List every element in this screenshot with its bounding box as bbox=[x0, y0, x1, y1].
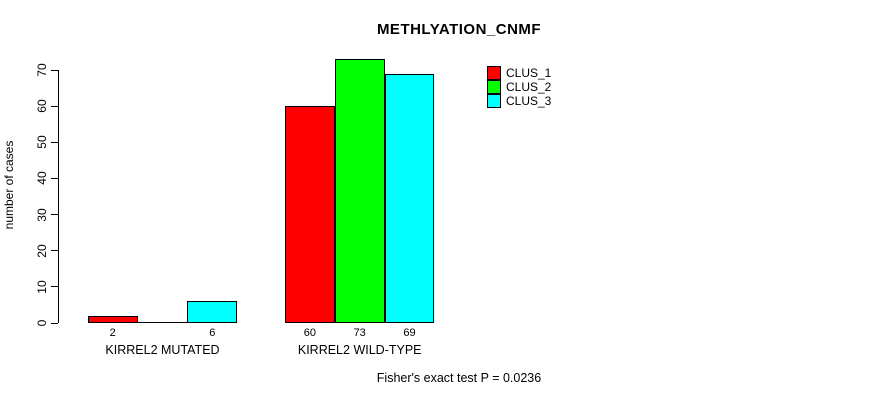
legend-item-clus-2: CLUS_2 bbox=[487, 80, 551, 94]
bar-clus-1-group-2 bbox=[285, 106, 335, 323]
y-axis-tick bbox=[51, 105, 58, 107]
legend-item-clus-3: CLUS_3 bbox=[487, 94, 551, 108]
y-axis-tick bbox=[51, 214, 58, 216]
y-axis-tick-label: 30 bbox=[35, 207, 49, 222]
y-axis-tick bbox=[51, 286, 58, 288]
y-axis-tick-label: 40 bbox=[35, 171, 49, 186]
chart-title: METHLYATION_CNMF bbox=[376, 21, 542, 38]
legend: CLUS_1 CLUS_2 CLUS_3 bbox=[487, 66, 551, 108]
y-axis-tick bbox=[51, 250, 58, 252]
bar-value-clus-3-group-2: 69 bbox=[403, 327, 416, 339]
y-axis-tick-label: 10 bbox=[35, 280, 49, 294]
bar-clus-3-group-1 bbox=[187, 301, 238, 323]
bar-value-clus-1-group-2: 60 bbox=[303, 327, 317, 339]
legend-item-clus-1: CLUS_1 bbox=[487, 66, 551, 80]
bar-value-clus-3-group-1: 6 bbox=[209, 327, 216, 339]
legend-label-clus-1: CLUS_1 bbox=[506, 66, 552, 80]
y-axis-tick bbox=[51, 177, 58, 179]
y-axis-tick bbox=[51, 141, 58, 143]
y-axis-tick-label: 70 bbox=[35, 63, 49, 77]
legend-label-clus-2: CLUS_2 bbox=[506, 80, 552, 94]
y-axis-tick bbox=[51, 69, 58, 71]
statistical-test-annotation: Fisher's exact test P = 0.0236 bbox=[376, 371, 542, 385]
bar-clus-3-group-2 bbox=[384, 73, 435, 323]
bar-clus-1-group-1 bbox=[87, 315, 138, 323]
y-axis-title: number of cases bbox=[2, 140, 16, 230]
y-axis-tick-label: 60 bbox=[35, 99, 49, 113]
legend-swatch-clus-1 bbox=[487, 66, 501, 80]
y-axis-tick bbox=[51, 322, 58, 324]
y-axis-tick-label: 0 bbox=[35, 319, 49, 327]
bar-clus-2-group-2 bbox=[334, 59, 385, 323]
bar-clus-2-group-1 bbox=[137, 322, 188, 323]
y-axis-tick-label: 20 bbox=[35, 244, 49, 258]
legend-swatch-clus-3 bbox=[487, 94, 501, 108]
legend-swatch-clus-2 bbox=[487, 80, 501, 94]
bar-value-clus-2-group-2: 73 bbox=[353, 327, 366, 339]
y-axis-line bbox=[58, 70, 59, 323]
x-axis-group-label-1: KIRREL2 MUTATED bbox=[105, 343, 220, 357]
bar-value-clus-1-group-1: 2 bbox=[109, 327, 116, 339]
y-axis-tick-label: 50 bbox=[35, 135, 49, 149]
legend-label-clus-3: CLUS_3 bbox=[506, 94, 552, 108]
x-axis-group-label-2: KIRREL2 WILD-TYPE bbox=[297, 343, 422, 357]
